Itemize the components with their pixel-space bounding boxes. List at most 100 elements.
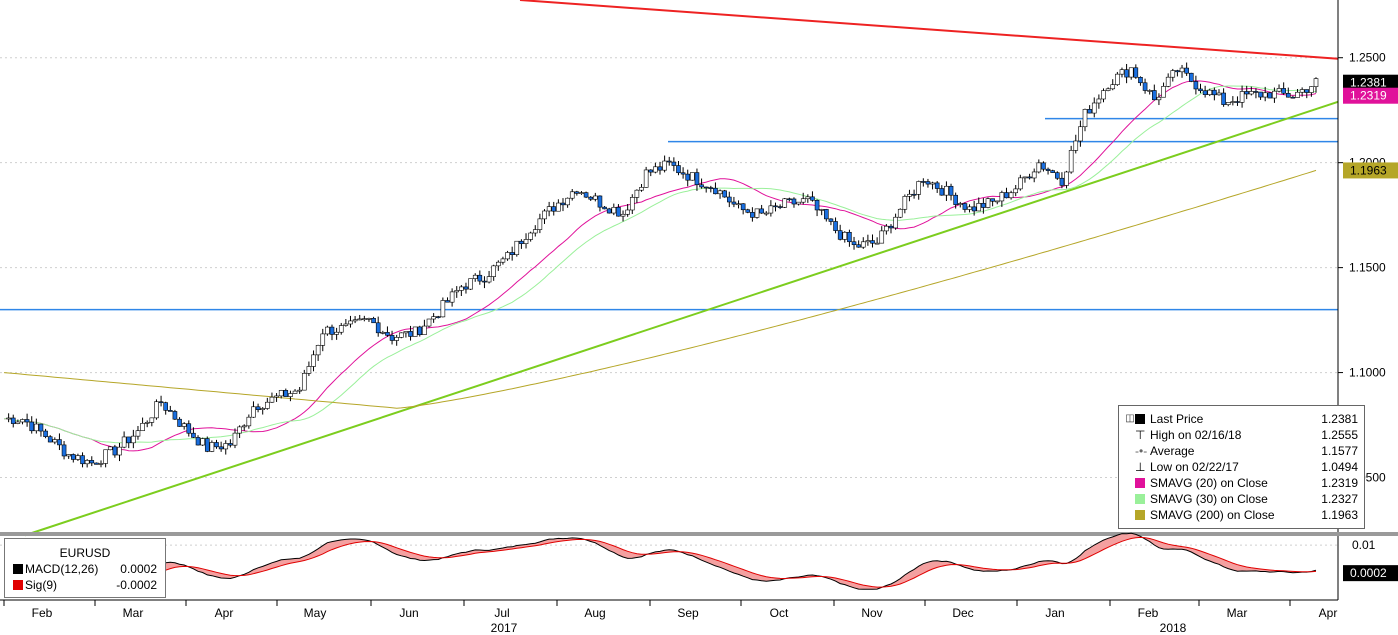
candle-body [814, 199, 820, 211]
candle-body [1170, 70, 1176, 78]
candle-body [976, 203, 982, 212]
year-label: 2018 [1160, 621, 1187, 635]
candle-body [1262, 92, 1268, 98]
candle-body [777, 206, 783, 208]
candle-body [1281, 88, 1286, 94]
candle-body [994, 200, 1000, 203]
candle-body [828, 218, 834, 222]
candle-body [565, 197, 570, 206]
legend-row: SMAVG (30) on Close 1.2327 [1119, 491, 1364, 507]
legend-value: 1.2319 [1321, 476, 1358, 490]
candle-body [1290, 96, 1296, 99]
candle-body [1188, 72, 1194, 82]
candle-body [860, 241, 866, 248]
candle-body [911, 193, 917, 196]
candle-body [514, 240, 520, 255]
candle-body [1165, 76, 1171, 87]
candle-body [560, 202, 566, 206]
legend-label: High on 02/16/18 [1150, 428, 1242, 442]
price-tag-label: 1.2319 [1350, 89, 1387, 103]
candle-body [611, 206, 617, 214]
candle-body [1207, 89, 1213, 95]
candle-body [953, 194, 958, 205]
candle-body [588, 196, 594, 200]
candle-body [505, 252, 510, 260]
legend-row: ◫ Last Price 1.2381 [1119, 411, 1364, 427]
legend-label: Average [1150, 444, 1195, 458]
candle-body [408, 331, 413, 337]
candle-body [1179, 67, 1185, 73]
candle-body [43, 430, 48, 437]
candle-body [1027, 176, 1032, 179]
time-axis: Feb Mar Apr May Jun Jul Aug Sep Oct Nov Dec Jan Feb M… [0, 599, 1338, 635]
candle-body [634, 189, 640, 198]
candle-body [292, 390, 298, 394]
candle-body [375, 322, 381, 334]
candle-body [796, 201, 801, 205]
candle-body [163, 402, 168, 411]
candle-body [1059, 177, 1065, 186]
candle-body [921, 181, 926, 183]
candle-body [1249, 91, 1254, 95]
candle-body [140, 423, 145, 432]
month-label: Jun [399, 606, 418, 620]
candle-body [962, 203, 968, 210]
candle-body [186, 423, 192, 434]
month-label: Mar [1227, 606, 1248, 620]
candle-body [1004, 192, 1009, 199]
macd-line [3, 532, 1317, 590]
candle-body [532, 229, 538, 234]
month-label: Nov [861, 606, 882, 620]
candle-body [579, 192, 584, 194]
candle-body [168, 410, 173, 412]
candle-body [38, 423, 44, 432]
candle-body [325, 326, 330, 335]
candle-body [620, 213, 626, 217]
candle-body [472, 274, 478, 279]
candle-body [334, 331, 339, 335]
candle-body [685, 173, 691, 181]
average-marker-icon: -•- [1135, 444, 1148, 458]
candle-body [699, 184, 704, 188]
year-label: 2017 [491, 621, 518, 635]
legend-value: 1.2381 [1321, 412, 1358, 426]
candle-body [717, 190, 723, 195]
candle-body [477, 274, 483, 282]
month-label: May [304, 606, 327, 620]
candle-body [144, 422, 150, 424]
candle-body [810, 196, 815, 201]
candle-body [195, 437, 201, 446]
legend-label: SMAVG (200) on Close [1150, 508, 1275, 522]
month-label: Feb [1138, 606, 1159, 620]
candle-body [879, 230, 885, 244]
support-line [24, 100, 1339, 537]
legend-value: 1.0494 [1321, 460, 1358, 474]
candle-body [89, 460, 95, 464]
candle-body [1235, 101, 1240, 103]
candle-body [237, 426, 242, 434]
candle-body [824, 209, 829, 220]
legend-swatch [13, 580, 23, 590]
candle-body [934, 182, 940, 189]
price-tag [1343, 162, 1398, 179]
candle-body [251, 406, 256, 418]
candle-body [985, 198, 991, 208]
legend-value: 1.1577 [1321, 444, 1358, 458]
month-label: Apr [215, 606, 234, 620]
sma-200-line [3, 169, 1317, 409]
macd-panel: 0.01 0.0002 [0, 532, 1398, 590]
month-label: Jul [494, 606, 509, 620]
price-tag [1343, 74, 1398, 91]
candle-body [1239, 91, 1245, 103]
legend-value: 1.2555 [1321, 428, 1358, 442]
candle-body [690, 172, 695, 181]
legend-value: -0.0002 [116, 578, 157, 592]
candle-body [1230, 101, 1236, 103]
candle-body [666, 160, 672, 163]
candle-body [574, 191, 580, 194]
candle-body [874, 242, 880, 245]
candle-body [1193, 81, 1199, 90]
legend-value: 1.1963 [1321, 508, 1358, 522]
candle-body [791, 198, 797, 205]
candle-body [537, 218, 543, 230]
